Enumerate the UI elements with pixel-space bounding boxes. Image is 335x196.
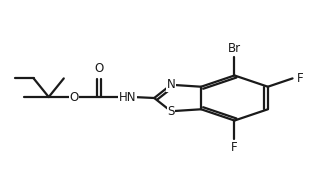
Text: S: S — [167, 105, 175, 118]
Text: HN: HN — [119, 91, 136, 103]
Text: O: O — [69, 91, 78, 103]
Text: Br: Br — [228, 42, 241, 55]
Text: F: F — [231, 141, 238, 154]
Text: N: N — [166, 78, 175, 91]
Text: O: O — [94, 63, 104, 75]
Text: F: F — [296, 72, 303, 85]
